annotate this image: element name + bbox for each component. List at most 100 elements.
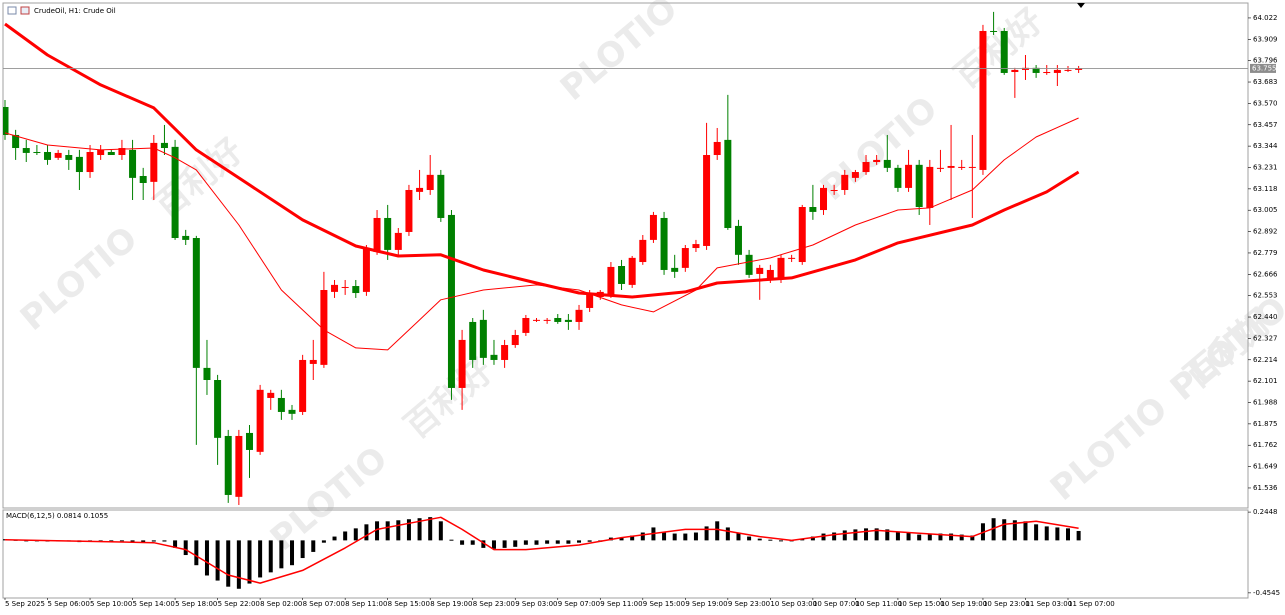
histogram-bar	[587, 540, 592, 542]
histogram-bar	[385, 521, 390, 541]
candle-body	[894, 167, 902, 188]
histogram-bar	[406, 519, 411, 541]
candle-body	[533, 319, 540, 321]
chart-icon[interactable]	[20, 6, 30, 15]
histogram-bar	[1012, 520, 1017, 541]
candle-body	[97, 149, 105, 156]
x-tick-label: 10 Sep 15:00	[898, 600, 945, 608]
candle-body	[607, 266, 615, 295]
candle-body	[628, 257, 636, 285]
histogram-bar	[821, 533, 826, 541]
histogram-bar	[481, 540, 486, 548]
candle-body	[299, 359, 307, 412]
histogram-bar	[226, 540, 231, 587]
histogram-bar	[438, 521, 443, 541]
histogram-bar	[460, 540, 465, 545]
y-tick-label: 62.214	[1253, 356, 1278, 364]
candle-body	[798, 207, 806, 263]
candle-body	[352, 286, 360, 294]
y-tick-label: 63.683	[1253, 78, 1278, 86]
candle-body	[681, 248, 689, 268]
candle-body	[1000, 30, 1008, 73]
histogram-bar	[109, 540, 114, 542]
candle-body	[12, 134, 20, 149]
histogram-bar	[757, 538, 762, 541]
candle-body	[501, 345, 509, 360]
x-tick-label: 5 Sep 14:00	[133, 600, 175, 608]
histogram-bar	[151, 540, 156, 542]
histogram-bar	[502, 540, 507, 548]
candle-body	[277, 397, 285, 412]
histogram-bar	[672, 533, 677, 541]
histogram-bar	[545, 540, 550, 544]
candle-body	[649, 214, 657, 240]
x-tick-label: 5 Sep 2025	[5, 600, 45, 608]
x-tick-label: 8 Sep 19:00	[430, 600, 472, 608]
candle-body	[1075, 68, 1083, 70]
histogram-bar	[268, 540, 273, 573]
candle-body	[171, 146, 179, 239]
candle-body	[511, 335, 519, 346]
histogram-bar	[810, 536, 815, 541]
y-tick-label: 62.440	[1253, 313, 1278, 321]
candle-body	[926, 166, 934, 208]
x-tick-label: 11 Sep 07:00	[1068, 600, 1115, 608]
candle-body	[33, 151, 41, 153]
candle-body	[851, 172, 859, 178]
candle-body	[256, 389, 264, 452]
candle-body	[915, 164, 923, 208]
histogram-bar	[991, 518, 996, 541]
y-tick-label: 61.875	[1253, 420, 1278, 428]
histogram-bar	[747, 536, 752, 541]
histogram-bar	[630, 535, 635, 541]
y-tick-label: -0.4545	[1253, 589, 1280, 597]
symbol-icon[interactable]	[7, 6, 17, 15]
candle-body	[192, 238, 200, 368]
histogram-bar	[864, 528, 869, 541]
candle-body	[107, 151, 115, 156]
x-tick-label: 10 Sep 11:00	[855, 600, 902, 608]
x-tick-label: 5 Sep 06:00	[48, 600, 90, 608]
histogram-bar	[1066, 528, 1070, 541]
x-tick-label: 9 Sep 07:00	[558, 600, 600, 608]
candle-body	[905, 164, 913, 188]
histogram-bar	[949, 533, 954, 541]
histogram-bar	[321, 540, 326, 543]
x-tick-label: 5 Sep 18:00	[175, 600, 217, 608]
histogram-bar	[194, 540, 199, 566]
candle-body	[44, 151, 52, 160]
histogram-bar	[364, 524, 369, 541]
histogram-bar	[927, 533, 932, 541]
candle-body	[830, 189, 838, 191]
plot-layer: CrudeOil, H1: Crude Oil 64.022 63.909 63.79…	[3, 7, 1280, 608]
pane-1	[3, 516, 1081, 589]
candle-body	[331, 284, 339, 292]
histogram-bar	[119, 540, 124, 542]
histogram-bar	[258, 540, 263, 578]
x-tick-label: 10 Sep 19:00	[940, 600, 987, 608]
candle-body	[947, 165, 955, 168]
x-tick-label: 8 Sep 02:00	[260, 600, 302, 608]
histogram-bar	[662, 532, 667, 541]
histogram-bar	[353, 528, 358, 541]
histogram-bar	[183, 540, 188, 556]
histogram-bar	[768, 539, 773, 541]
histogram-bar	[895, 531, 900, 541]
x-tick-label: 5 Sep 10:00	[90, 600, 132, 608]
x-tick-label: 5 Sep 22:00	[218, 600, 260, 608]
indicator-line	[4, 117, 1079, 351]
histogram-bar	[704, 526, 709, 541]
candle-body	[22, 148, 30, 153]
y-tick-label: 63.909	[1253, 35, 1278, 43]
candle-body	[54, 152, 62, 158]
histogram-bar	[842, 530, 847, 541]
y-tick-label: 62.779	[1253, 249, 1278, 257]
candle-body	[703, 155, 711, 246]
y-tick-label: 63.457	[1253, 121, 1278, 129]
candle-body	[671, 267, 679, 272]
histogram-bar	[619, 537, 624, 541]
candle-body	[958, 166, 966, 168]
candle-body	[224, 435, 232, 495]
indicator-line	[4, 22, 1080, 299]
candle-body	[86, 151, 94, 173]
